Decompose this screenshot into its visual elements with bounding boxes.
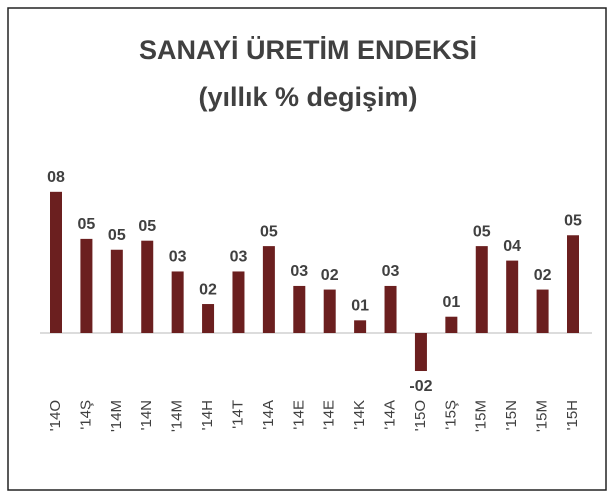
data-label: 08 [47,169,65,186]
data-label: 01 [351,298,369,315]
data-label: 05 [108,227,126,244]
x-tick-label: '15M [534,400,551,432]
data-label: 04 [503,238,521,255]
bar [50,191,62,333]
bar [506,260,519,333]
bar [323,289,336,333]
x-tick-label: '14H [199,400,216,430]
bar [536,289,549,333]
bar [293,285,306,333]
data-label: 05 [78,216,96,233]
data-label: 05 [138,218,156,235]
data-label: 05 [564,212,582,229]
data-label: 03 [382,263,400,280]
x-tick-label: '14M [169,400,186,432]
chart-title: SANAYİ ÜRETİM ENDEKSİ [139,35,477,65]
bar [202,304,215,333]
chart-frame [7,7,607,491]
bar [567,235,579,333]
data-label: -02 [409,378,432,395]
data-label: 02 [321,267,339,284]
x-tick-label: '14N [138,400,155,430]
data-label: 03 [169,249,187,266]
x-tick-label: '14M [108,400,125,432]
data-label: 03 [230,249,248,266]
data-label: 01 [442,294,460,311]
x-tick-label: '15Ş [442,400,459,430]
bar [475,246,488,333]
bar [80,238,93,333]
data-label: 02 [534,267,552,284]
bar [414,333,427,372]
bar [384,285,397,333]
x-tick-label: '14E [290,400,307,430]
x-tick-label: '15M [473,400,490,432]
x-tick-label: '14O [47,400,64,431]
x-tick-label: '14K [351,400,368,430]
x-tick-label: '14A [381,400,398,430]
x-tick-label: '15H [564,400,581,430]
x-tick-label: '14T [229,400,246,429]
chart-subtitle: (yıllık % degişim) [198,82,417,112]
data-label: 05 [473,223,491,240]
x-tick-label: '15O [412,400,429,431]
data-label: 03 [290,263,308,280]
x-tick-label: '14E [321,400,338,430]
bar [141,240,154,333]
x-tick-label: '14A [260,400,277,430]
bar [262,246,275,333]
bar [232,271,245,333]
data-label: 05 [260,223,278,240]
bar [445,316,458,333]
bar [354,320,367,333]
x-tick-label: '15N [503,400,520,430]
data-label: 02 [199,281,217,298]
bar [110,249,123,333]
x-tick-label: '14Ş [77,400,94,430]
bar [171,271,184,333]
